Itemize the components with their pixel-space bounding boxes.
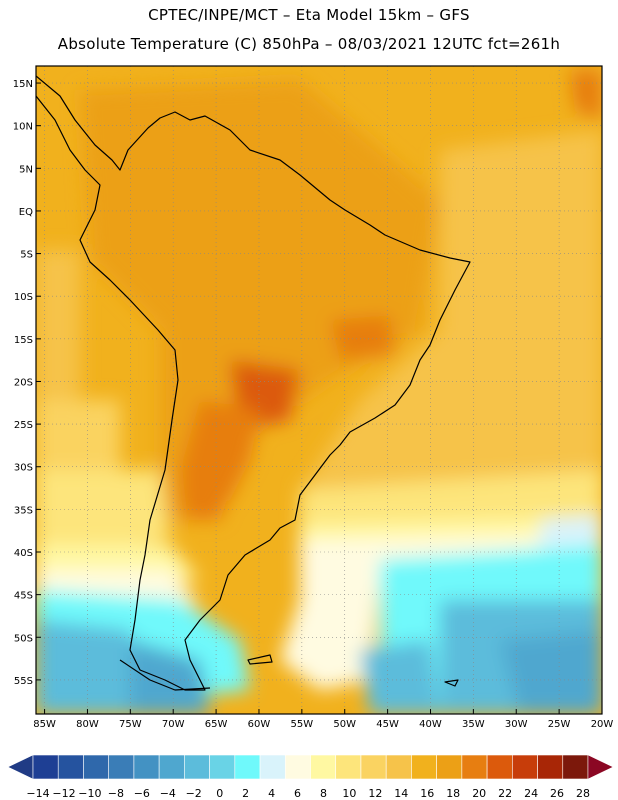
lat-tick-label: 15N — [13, 79, 33, 90]
lat-tick-label: 5N — [19, 164, 33, 175]
colorbar-label: 2 — [242, 787, 249, 800]
map-frame — [35, 65, 603, 715]
colorbar-label: 16 — [420, 787, 434, 800]
colorbar-swatch — [537, 754, 564, 780]
colorbar-label: −10 — [78, 787, 101, 800]
lon-tick-label: 40W — [419, 719, 442, 730]
colorbar-swatch — [234, 754, 261, 780]
colorbar-label: 8 — [320, 787, 327, 800]
lon-tick-label: 50W — [333, 719, 356, 730]
colorbar-swatch — [57, 754, 84, 780]
lat-tick-label: 10N — [13, 122, 33, 133]
colorbar-swatch — [108, 754, 135, 780]
colorbar-label: 22 — [498, 787, 512, 800]
lon-tick-label: 45W — [376, 719, 399, 730]
colorbar-label: −4 — [160, 787, 176, 800]
colorbar-label: −2 — [186, 787, 202, 800]
colorbar — [7, 754, 614, 780]
colorbar-swatch — [83, 754, 109, 780]
colorbar-swatch — [158, 754, 185, 780]
colorbar-label: −6 — [134, 787, 150, 800]
colorbar-high-arrow — [587, 754, 614, 780]
colorbar-label: 20 — [472, 787, 486, 800]
lat-tick-label: 35S — [14, 505, 33, 516]
lon-tick-label: 30W — [505, 719, 528, 730]
latitude-axis: 15N 10N 5N EQ 5S 10S 15S 20S 25S 30S 35S 40S 45S 50S 5… — [13, 79, 41, 687]
lon-tick-label: 70W — [162, 719, 185, 730]
colorbar-swatch — [562, 754, 589, 780]
colorbar-swatch — [461, 754, 488, 780]
lon-tick-label: 20W — [591, 719, 614, 730]
colorbar-swatch — [512, 754, 538, 780]
lat-tick-label: EQ — [19, 207, 33, 218]
colorbar-label: 14 — [394, 787, 408, 800]
colorbar-label: −12 — [52, 787, 75, 800]
lon-tick-label: 35W — [462, 719, 485, 730]
colorbar-label: 4 — [268, 787, 275, 800]
colorbar-label: 10 — [342, 787, 356, 800]
lon-tick-label: 25W — [548, 719, 571, 730]
colorbar-swatch — [32, 754, 59, 780]
colorbar-label: 6 — [294, 787, 301, 800]
lat-tick-label: 15S — [14, 335, 33, 346]
lat-tick-label: 5S — [20, 250, 33, 261]
colorbar-swatch — [335, 754, 362, 780]
lon-tick-label: 85W — [33, 719, 56, 730]
colorbar-labels: −14 −12 −10 −8 −6 −4 −2 0 2 4 6 8 10 12 14 16 18 20 22 24 26… — [26, 787, 590, 800]
colorbar-label: 24 — [524, 787, 538, 800]
lat-tick-label: 45S — [14, 591, 33, 602]
colorbar-label: 18 — [446, 787, 460, 800]
colorbar-swatch — [310, 754, 337, 780]
lon-tick-label: 55W — [291, 719, 314, 730]
gridlines — [36, 66, 602, 714]
lat-tick-label: 25S — [14, 420, 33, 431]
colorbar-label: 26 — [550, 787, 564, 800]
colorbar-label: 0 — [216, 787, 223, 800]
temperature-field — [36, 66, 602, 714]
colorbar-label: 28 — [576, 787, 590, 800]
colorbar-swatch — [259, 754, 286, 780]
colorbar-swatch — [184, 754, 210, 780]
colorbar-swatch — [411, 754, 437, 780]
lat-tick-label: 20S — [14, 377, 33, 388]
colorbar-label: −8 — [108, 787, 124, 800]
colorbar-swatch — [284, 754, 311, 780]
chart-title: CPTEC/INPE/MCT – Eta Model 15km – GFS — [148, 6, 470, 24]
longitude-axis: 85W 80W 75W 70W 65W 60W 55W 50W 45W 40W 35W 30W 25W 2… — [33, 709, 613, 730]
chart-subtitle: Absolute Temperature (C) 850hPa – 08/03/… — [57, 35, 561, 53]
lat-tick-label: 30S — [14, 463, 33, 474]
colorbar-swatch — [209, 754, 236, 780]
colorbar-swatch — [360, 754, 387, 780]
colorbar-label: −14 — [26, 787, 49, 800]
colorbar-label: 12 — [368, 787, 382, 800]
colorbar-swatch — [385, 754, 412, 780]
lat-tick-label: 40S — [14, 548, 33, 559]
colorbar-swatch — [436, 754, 463, 780]
lon-tick-label: 60W — [248, 719, 271, 730]
colorbar-swatch — [486, 754, 513, 780]
lat-tick-label: 10S — [14, 292, 33, 303]
colorbar-swatch — [133, 754, 160, 780]
lat-tick-label: 50S — [14, 633, 33, 644]
lon-tick-label: 65W — [205, 719, 228, 730]
lon-tick-label: 80W — [76, 719, 99, 730]
coastline — [36, 75, 471, 691]
lon-tick-label: 75W — [119, 719, 142, 730]
colorbar-low-arrow — [7, 754, 34, 780]
lat-tick-label: 55S — [14, 676, 33, 687]
